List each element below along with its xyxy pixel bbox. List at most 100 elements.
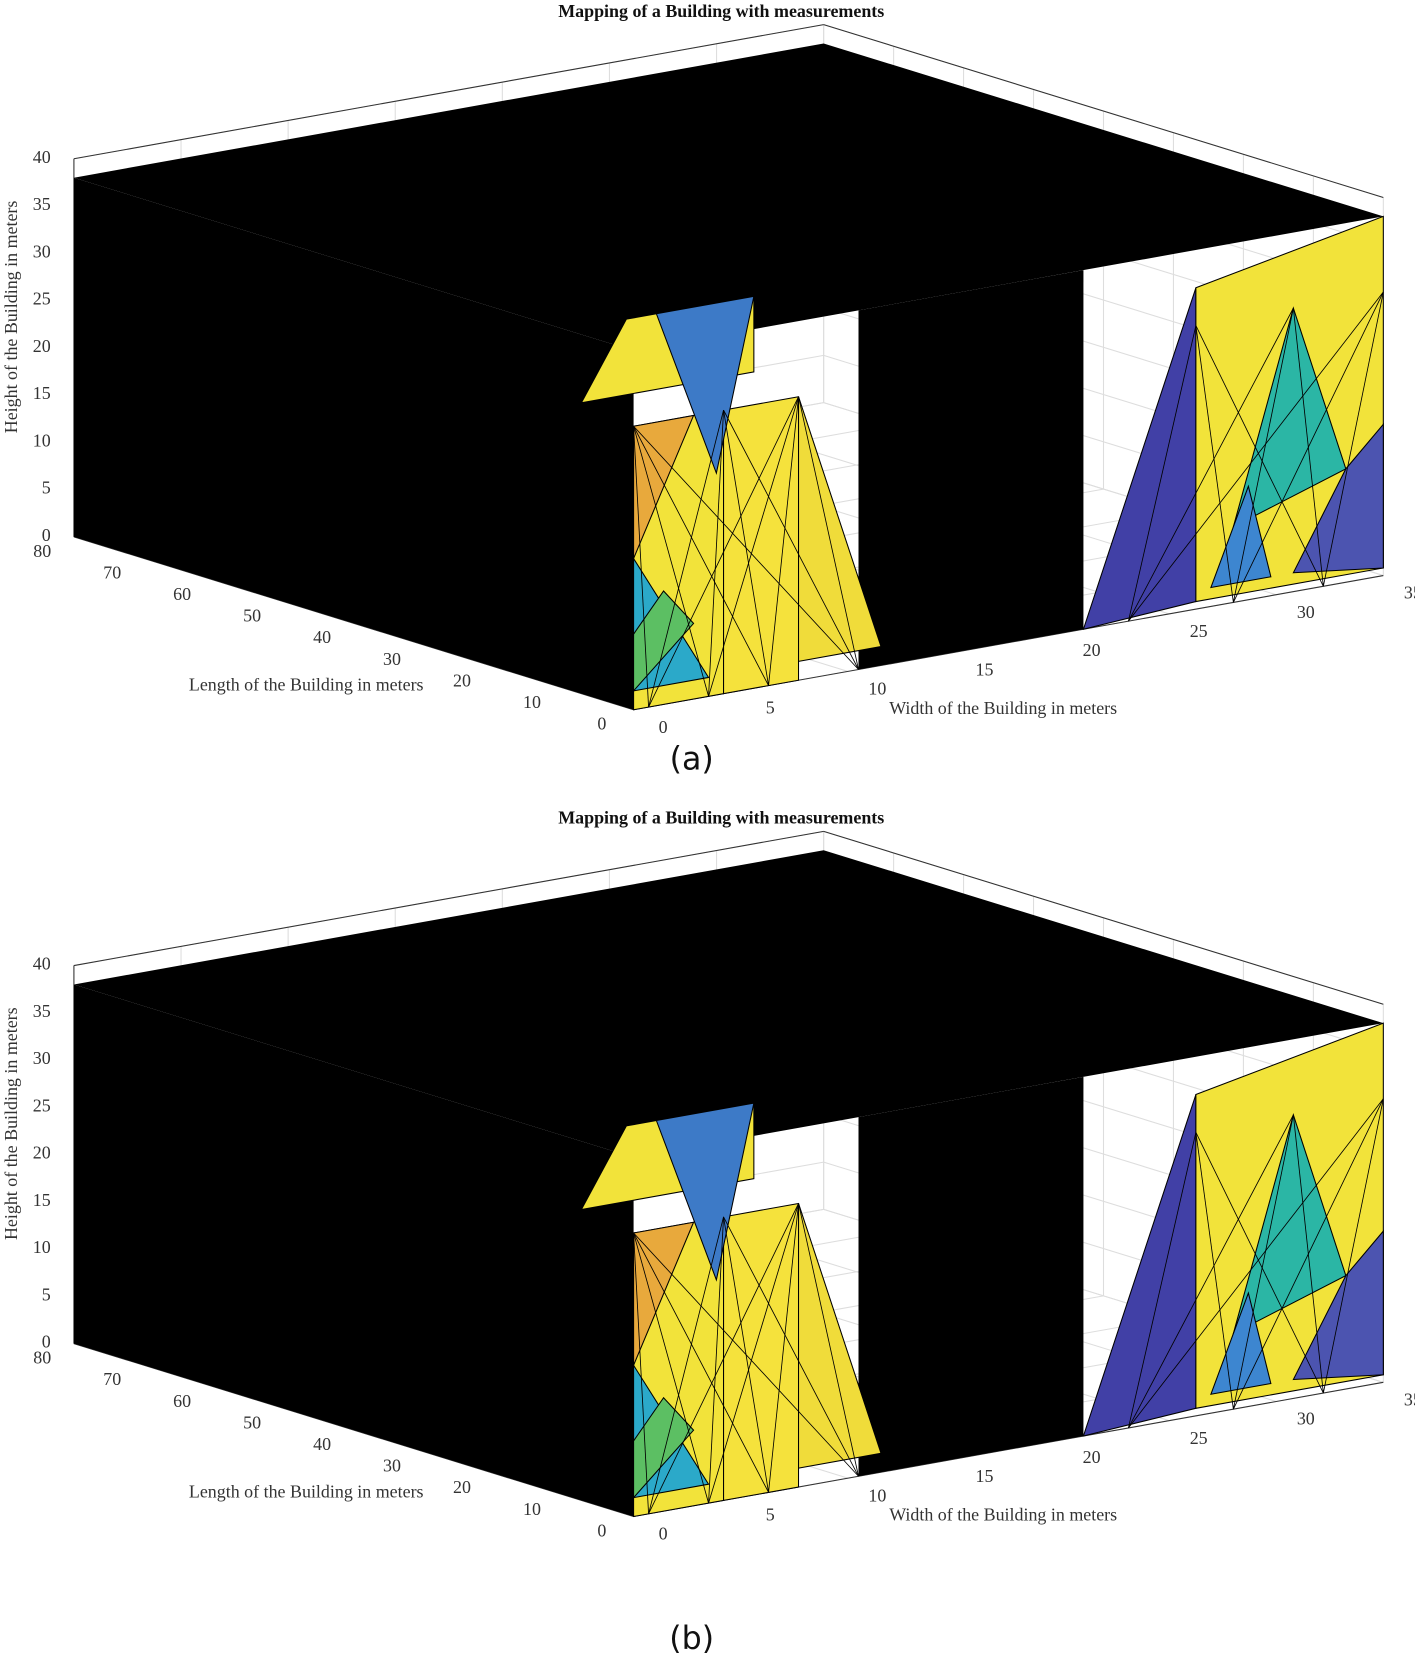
y-tick-label: 40 xyxy=(313,1434,331,1454)
x-tick-label: 20 xyxy=(1083,640,1101,660)
x-tick-label: 30 xyxy=(1297,602,1315,622)
z-tick-label: 0 xyxy=(42,1332,51,1352)
mesh-line xyxy=(633,426,649,708)
z-axis-label: Height of the Building in meters xyxy=(1,201,21,434)
y-tick-label: 80 xyxy=(33,1348,51,1368)
z-tick-label: 10 xyxy=(33,430,51,450)
z-tick-label: 35 xyxy=(33,194,51,214)
x-axis-label: Width of the Building in meters xyxy=(889,698,1117,718)
z-tick-label: 20 xyxy=(33,336,51,356)
surface-facet xyxy=(633,414,695,559)
mesh-line xyxy=(633,426,709,697)
mesh-line xyxy=(633,1232,769,1493)
panel-caption: (a) xyxy=(670,741,714,777)
y-tick-label: 30 xyxy=(383,649,401,669)
mesh-line xyxy=(1127,1132,1197,1429)
y-tick-label: 70 xyxy=(103,562,121,582)
y-tick-label: 20 xyxy=(453,670,471,690)
y-tick-label: 70 xyxy=(103,1369,121,1389)
mesh-line xyxy=(723,410,769,686)
mesh-line xyxy=(768,1203,799,1493)
panel-caption: (b) xyxy=(669,1621,714,1655)
mesh-line xyxy=(723,1216,859,1477)
chart-panel: 0510152025303540010203040506070800510152… xyxy=(1,1,1415,778)
z-tick-label: 10 xyxy=(33,1237,51,1257)
z-tick-label: 15 xyxy=(33,383,51,403)
y-tick-label: 10 xyxy=(523,1499,541,1519)
mesh-line xyxy=(648,410,724,708)
z-tick-label: 30 xyxy=(33,241,51,261)
surface-facet xyxy=(655,1102,755,1282)
x-tick-label: 35 xyxy=(1404,583,1415,603)
surface-facet xyxy=(797,1203,882,1469)
mesh-line xyxy=(798,396,859,670)
building-side xyxy=(73,177,634,710)
mesh-line xyxy=(633,426,769,686)
chart-title: Mapping of a Building with measurements xyxy=(558,808,884,828)
x-axis-label: Width of the Building in meters xyxy=(889,1505,1117,1525)
mesh-line xyxy=(723,1216,769,1493)
y-tick-label: 60 xyxy=(173,584,191,604)
y-axis-label: Length of the Building in meters xyxy=(189,1481,424,1501)
mesh-line xyxy=(1195,1132,1234,1410)
z-tick-label: 5 xyxy=(42,478,51,498)
mesh-line xyxy=(1232,1114,1294,1410)
z-tick-label: 25 xyxy=(33,1095,51,1115)
mesh-line xyxy=(1127,325,1197,622)
surface-facet xyxy=(1292,422,1384,574)
z-tick-label: 40 xyxy=(33,954,51,974)
z-tick-label: 40 xyxy=(33,147,51,167)
mesh-line xyxy=(1232,291,1384,603)
box-edge xyxy=(73,24,824,160)
x-tick-label: 10 xyxy=(868,679,886,699)
y-tick-label: 50 xyxy=(243,606,261,626)
mesh-line xyxy=(1128,307,1294,622)
mesh-line xyxy=(708,396,799,697)
x-tick-label: 5 xyxy=(766,1504,775,1524)
building-side xyxy=(73,984,634,1517)
z-tick-label: 5 xyxy=(42,1284,51,1304)
y-tick-label: 50 xyxy=(243,1412,261,1432)
x-tick-label: 10 xyxy=(868,1485,886,1505)
surface-facet xyxy=(723,1202,800,1502)
y-tick-label: 0 xyxy=(597,714,606,734)
y-tick-label: 40 xyxy=(313,627,331,647)
y-tick-label: 20 xyxy=(453,1477,471,1497)
surface-facet xyxy=(633,1221,695,1366)
mesh-line xyxy=(1128,291,1384,622)
y-tick-label: 10 xyxy=(523,692,541,712)
surface-facet xyxy=(1232,1113,1347,1335)
surface-facet xyxy=(633,1396,695,1500)
surface-facet xyxy=(633,590,695,693)
z-axis-label: Height of the Building in meters xyxy=(1,1007,21,1240)
mesh-line xyxy=(1195,1132,1324,1394)
x-tick-label: 5 xyxy=(766,698,775,718)
mesh-line xyxy=(708,1216,724,1504)
building-front xyxy=(858,1076,1084,1477)
surface-facet xyxy=(1232,306,1347,528)
building-top xyxy=(73,43,1384,351)
surface-facet xyxy=(1210,1291,1272,1395)
z-tick-label: 15 xyxy=(33,1190,51,1210)
x-tick-label: 25 xyxy=(1190,621,1208,641)
box-edge xyxy=(73,830,824,967)
mesh-line xyxy=(1232,308,1294,603)
mesh-line xyxy=(648,1216,724,1514)
mesh-line xyxy=(708,410,724,697)
x-tick-label: 20 xyxy=(1083,1447,1101,1467)
mesh-line xyxy=(633,1232,709,1504)
mesh-line xyxy=(1195,325,1234,603)
mesh-line xyxy=(1128,1098,1384,1429)
x-tick-label: 15 xyxy=(975,659,993,679)
y-axis-label: Length of the Building in meters xyxy=(189,675,424,695)
surface-facet xyxy=(723,396,800,695)
chart-title: Mapping of a Building with measurements xyxy=(558,1,884,21)
surface-facet xyxy=(797,396,882,662)
mesh-line xyxy=(1322,291,1384,587)
x-tick-label: 0 xyxy=(659,1524,668,1544)
x-tick-label: 0 xyxy=(659,717,668,737)
z-tick-label: 35 xyxy=(33,1001,51,1021)
x-tick-label: 30 xyxy=(1297,1409,1315,1429)
y-tick-label: 60 xyxy=(173,1391,191,1411)
